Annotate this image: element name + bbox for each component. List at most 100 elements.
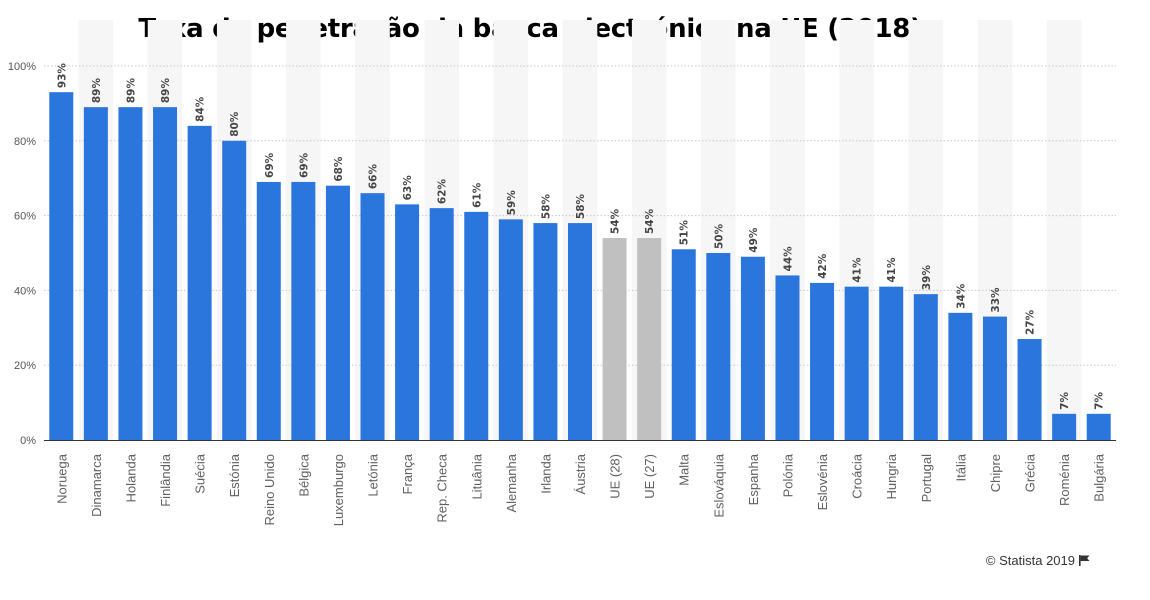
x-tick-label: Estónia [227, 453, 242, 497]
bar[interactable] [810, 282, 835, 440]
x-tick-label: Lituânia [469, 453, 484, 499]
bar[interactable] [222, 140, 247, 441]
bar[interactable] [395, 204, 420, 440]
x-tick-label: Croácia [850, 453, 865, 499]
x-tick-label: Letónia [366, 453, 381, 496]
bar[interactable] [533, 223, 558, 440]
x-tick-label: Finlândia [158, 453, 173, 507]
bar[interactable] [153, 107, 178, 440]
x-tick-label: Itália [953, 453, 968, 481]
x-tick-label: Dinamarca [89, 453, 104, 517]
x-tick-label: UE (28) [608, 454, 623, 499]
credit-text: © Statista 2019 [985, 553, 1075, 568]
y-tick-label: 0% [20, 435, 36, 447]
bar[interactable] [568, 223, 592, 440]
bar[interactable] [83, 107, 108, 440]
value-label: 42% [817, 253, 829, 279]
x-tick-label: Malta [677, 453, 692, 486]
value-label: 89% [91, 78, 103, 104]
bar[interactable] [360, 193, 385, 440]
value-label: 62% [437, 179, 449, 205]
x-tick-label: Roménia [1057, 453, 1072, 506]
bar[interactable] [879, 286, 904, 440]
bar[interactable] [671, 249, 696, 440]
value-label: 7% [1094, 392, 1106, 410]
value-label: 41% [852, 257, 864, 283]
value-label: 58% [540, 193, 552, 219]
bar[interactable] [49, 92, 74, 441]
value-label: 34% [955, 283, 967, 309]
value-label: 66% [368, 164, 380, 190]
value-label: 44% [782, 246, 794, 272]
bar[interactable] [602, 238, 627, 440]
bar[interactable] [1086, 413, 1111, 440]
value-label: 93% [56, 63, 68, 89]
bar[interactable] [775, 275, 800, 440]
x-tick-label: Chipre [988, 454, 1003, 492]
footer: © Statista 2019 [986, 553, 1090, 568]
x-tick-label: Suécia [193, 453, 208, 494]
value-label: 68% [333, 156, 345, 182]
x-tick-label: Noruega [54, 453, 69, 504]
bar[interactable] [118, 107, 143, 440]
x-tick-label: Eslováquia [711, 453, 726, 517]
x-tick-label: Polónia [780, 453, 795, 497]
x-tick-label: Holanda [123, 453, 138, 502]
value-label: 69% [264, 152, 276, 178]
value-label: 59% [506, 190, 518, 216]
value-labels: 93% 89% 89% 89% 84% 80% 69% 69% 68% 66% 63% 62% 61% 5… [56, 63, 1105, 410]
bar[interactable] [325, 185, 350, 440]
value-label: 89% [160, 78, 172, 104]
flag-icon[interactable] [1079, 555, 1090, 566]
x-tick-label: Portugal [919, 454, 934, 503]
bar[interactable] [740, 256, 765, 440]
value-label: 89% [125, 78, 137, 104]
value-label: 69% [298, 152, 310, 178]
value-label: 63% [402, 175, 414, 201]
value-label: 39% [921, 265, 933, 291]
x-axis-ticks: Noruega Dinamarca Holanda Finlândia Suécia Es… [54, 453, 1106, 526]
y-tick-label: 40% [14, 285, 36, 297]
value-label: 54% [610, 208, 622, 234]
x-tick-label: Rep. Checa [435, 453, 450, 522]
bar[interactable] [982, 316, 1007, 440]
bar[interactable] [706, 253, 731, 440]
y-tick-label: 100% [8, 61, 36, 73]
x-tick-label: Reino Unido [262, 454, 277, 526]
value-label: 33% [990, 287, 1002, 313]
x-tick-label: Áustria [573, 453, 588, 494]
bar[interactable] [637, 238, 662, 440]
bar[interactable] [256, 181, 281, 440]
bar[interactable] [1052, 413, 1077, 440]
x-tick-label: Espanha [746, 453, 761, 505]
x-tick-label: Hungria [884, 453, 899, 499]
bar[interactable] [1017, 339, 1042, 440]
x-tick-label: Luxemburgo [331, 454, 346, 526]
x-tick-label: Irlanda [538, 453, 553, 494]
x-tick-label: Grécia [1023, 453, 1038, 492]
bar[interactable] [948, 312, 973, 440]
x-tick-label: UE (27) [642, 454, 657, 499]
value-label: 84% [195, 96, 207, 122]
value-label: 49% [748, 227, 760, 253]
value-label: 51% [679, 220, 691, 246]
bar[interactable] [429, 208, 454, 440]
column-band [1046, 20, 1082, 440]
y-axis-ticks: 0% 20% 40% 60% 80% 100% [8, 61, 36, 447]
bar[interactable] [464, 211, 489, 440]
x-tick-label: Alemanha [504, 453, 519, 512]
x-tick-label: Bulgária [1092, 453, 1107, 501]
x-tick-label: Eslovénia [815, 453, 830, 510]
bar[interactable] [844, 286, 869, 440]
x-tick-label: França [400, 453, 415, 494]
bar[interactable] [913, 294, 938, 440]
value-label: 80% [229, 111, 241, 137]
bar[interactable] [498, 219, 523, 440]
bar[interactable] [291, 181, 316, 440]
value-label: 50% [713, 223, 725, 249]
y-tick-label: 60% [14, 211, 36, 223]
y-tick-label: 20% [14, 360, 36, 372]
bar[interactable] [187, 125, 212, 440]
value-label: 41% [886, 257, 898, 283]
